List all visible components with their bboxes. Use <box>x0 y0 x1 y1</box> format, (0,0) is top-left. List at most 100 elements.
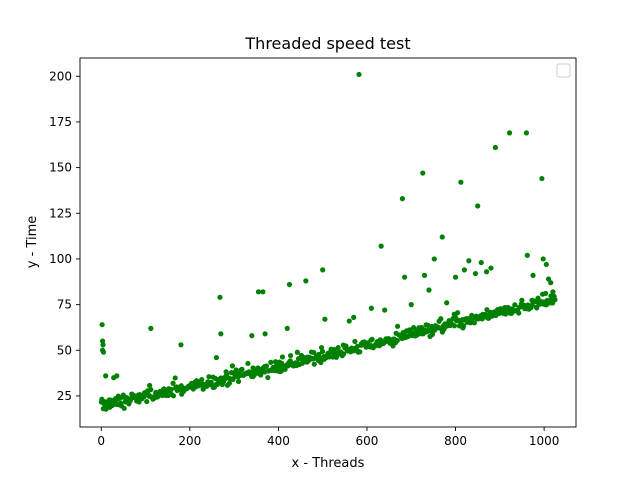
data-point <box>320 267 326 273</box>
chart-title: Threaded speed test <box>244 34 410 53</box>
data-point <box>421 272 428 278</box>
data-point <box>294 349 300 355</box>
data-point <box>218 331 224 337</box>
data-points <box>98 71 558 412</box>
data-point <box>472 270 479 277</box>
data-point <box>395 323 401 329</box>
data-point <box>467 320 474 326</box>
data-point <box>213 354 219 361</box>
y-tick-label: 175 <box>49 115 72 129</box>
data-point <box>272 359 279 365</box>
legend-box <box>556 63 571 78</box>
data-point <box>411 325 417 331</box>
x-axis-label: x - Threads <box>292 456 365 471</box>
data-point <box>516 310 522 316</box>
data-point <box>461 323 467 329</box>
data-point <box>475 203 481 209</box>
y-tick-label: 75 <box>57 298 72 312</box>
x-axis-ticks: 0 200 400 600 800 1000 <box>97 427 559 448</box>
data-point <box>311 349 317 356</box>
data-point <box>170 393 177 399</box>
data-point <box>399 196 405 202</box>
data-point <box>378 243 384 249</box>
data-point <box>519 297 525 303</box>
data-point <box>239 366 245 372</box>
data-point <box>356 71 362 78</box>
data-point <box>318 344 325 351</box>
data-point <box>303 278 309 284</box>
x-tick-label: 200 <box>178 434 201 448</box>
data-point <box>148 387 154 393</box>
data-point <box>346 318 352 324</box>
data-point <box>99 322 105 328</box>
data-point <box>429 331 436 337</box>
data-point <box>455 310 461 316</box>
data-point <box>148 325 154 331</box>
data-point <box>100 349 107 355</box>
data-point <box>523 130 530 136</box>
data-point <box>178 342 184 348</box>
data-point <box>172 375 178 381</box>
data-point <box>444 300 450 306</box>
data-point <box>506 130 513 136</box>
data-point <box>512 302 518 308</box>
plot-frame <box>79 57 577 428</box>
data-point <box>286 281 293 288</box>
data-point <box>311 361 317 367</box>
y-axis-ticks: 25 50 75 100 125 150 175 200 <box>49 69 80 403</box>
data-point <box>255 289 262 295</box>
data-point <box>278 368 284 374</box>
data-point <box>530 272 536 278</box>
data-point <box>217 294 223 300</box>
legend[interactable] <box>556 63 571 78</box>
data-point <box>548 280 554 286</box>
data-point <box>452 274 459 280</box>
data-point <box>431 256 437 262</box>
data-point <box>340 351 347 357</box>
data-point <box>260 289 266 295</box>
data-point <box>103 373 109 379</box>
data-point <box>284 325 290 331</box>
y-tick-label: 125 <box>49 206 72 220</box>
data-point <box>235 378 242 385</box>
data-point <box>535 295 541 301</box>
x-tick-label: 1000 <box>529 434 560 448</box>
data-point <box>439 234 445 240</box>
data-point <box>524 252 530 258</box>
data-point <box>318 359 324 366</box>
data-point <box>357 349 363 355</box>
data-point <box>368 305 374 311</box>
data-point <box>402 274 408 280</box>
data-point <box>540 256 546 262</box>
data-point <box>438 316 444 322</box>
data-point <box>488 265 494 271</box>
data-point <box>408 302 414 308</box>
y-tick-label: 150 <box>49 161 72 175</box>
x-tick-label: 0 <box>97 434 105 448</box>
x-tick-label: 600 <box>356 434 379 448</box>
data-point <box>539 175 545 182</box>
data-point <box>478 259 484 266</box>
data-point <box>466 258 472 264</box>
data-point <box>245 360 251 367</box>
data-point <box>100 342 106 348</box>
data-point <box>550 289 556 295</box>
data-point <box>382 307 388 313</box>
data-point <box>114 373 120 379</box>
y-tick-label: 50 <box>57 343 72 357</box>
data-point <box>170 380 176 386</box>
data-point <box>451 323 458 329</box>
data-point <box>461 267 467 273</box>
data-point <box>276 364 282 370</box>
data-point <box>279 354 285 360</box>
data-point <box>452 314 458 320</box>
data-point <box>369 336 375 342</box>
data-point <box>458 179 464 185</box>
data-point <box>265 374 271 381</box>
data-point <box>144 398 150 405</box>
data-point <box>229 363 236 369</box>
data-point <box>147 382 153 389</box>
data-point <box>483 269 490 275</box>
